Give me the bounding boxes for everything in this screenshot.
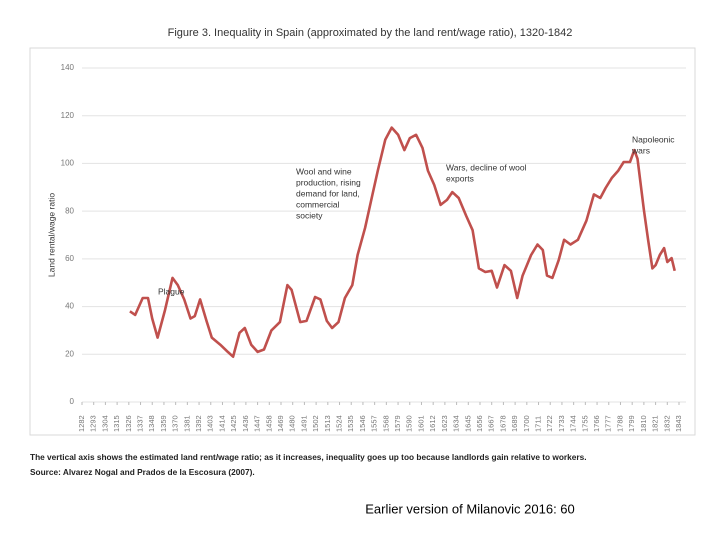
x-tick-label: 1733 [557, 415, 566, 432]
x-tick-label: 1810 [639, 415, 648, 432]
y-axis-label: Land rental/wage ratio [46, 193, 56, 277]
y-tick-label: 20 [65, 349, 74, 358]
x-tick-label: 1612 [428, 415, 437, 432]
x-tick-label: 1326 [124, 415, 133, 432]
x-tick-label: 1645 [463, 415, 472, 432]
x-tick-label: 1766 [592, 415, 601, 432]
x-tick-label: 1821 [651, 415, 660, 432]
x-tick-label: 1414 [217, 415, 226, 432]
x-tick-label: 1337 [136, 415, 145, 432]
x-tick-label: 1535 [346, 415, 355, 432]
y-tick-label: 0 [70, 397, 75, 406]
x-tick-label: 1832 [662, 415, 671, 432]
y-tick-label: 40 [65, 302, 74, 311]
x-tick-label: 1656 [475, 415, 484, 432]
x-tick-label: 1293 [89, 415, 98, 432]
chart-title: Figure 3. Inequality in Spain (approxima… [168, 27, 573, 39]
x-tick-label: 1799 [627, 415, 636, 432]
x-tick-label: 1843 [674, 415, 683, 432]
footer: Earlier version of Milanovic 2016: 60 [365, 501, 575, 516]
x-tick-label: 1480 [288, 415, 297, 432]
x-tick-label: 1744 [569, 415, 578, 432]
x-tick-label: 1370 [171, 415, 180, 432]
x-tick-label: 1447 [253, 415, 262, 432]
annotation: Wool and wine [296, 166, 352, 176]
x-tick-label: 1282 [77, 415, 86, 432]
x-tick-label: 1777 [604, 415, 613, 432]
x-tick-label: 1623 [440, 415, 449, 432]
x-tick-label: 1546 [358, 415, 367, 432]
x-tick-label: 1590 [405, 415, 414, 432]
x-tick-label: 1315 [112, 415, 121, 432]
y-tick-label: 80 [65, 206, 74, 215]
annotation: Wars, decline of wool [446, 162, 527, 172]
x-tick-label: 1458 [264, 415, 273, 432]
x-tick-label: 1711 [534, 416, 543, 432]
x-tick-label: 1436 [241, 415, 250, 432]
x-tick-label: 1788 [615, 415, 624, 432]
x-tick-label: 1689 [510, 415, 519, 432]
annotation: Napoleonic [632, 134, 675, 144]
x-tick-label: 1634 [452, 415, 461, 432]
x-tick-label: 1381 [182, 415, 191, 432]
x-tick-label: 1348 [147, 415, 156, 432]
annotation: society [296, 210, 323, 220]
x-tick-label: 1667 [487, 415, 496, 432]
x-tick-label: 1502 [311, 415, 320, 432]
x-tick-label: 1524 [335, 415, 344, 432]
x-tick-label: 1491 [299, 415, 308, 432]
x-tick-label: 1601 [416, 415, 425, 432]
x-tick-label: 1403 [206, 415, 215, 432]
annotation: demand for land, [296, 188, 360, 198]
y-tick-label: 100 [61, 159, 75, 168]
chart-frame [29, 47, 696, 436]
annotation: production, rising [296, 177, 361, 187]
x-tick-label: 1469 [276, 415, 285, 432]
data-line [129, 126, 676, 358]
annotation: Plague [158, 286, 185, 296]
caption-line: Source: Alvarez Nogal and Prados de la E… [30, 467, 255, 477]
annotation: wars [631, 145, 650, 155]
annotation: commercial [296, 199, 340, 209]
x-tick-label: 1722 [545, 415, 554, 432]
x-tick-label: 1359 [159, 415, 168, 432]
x-tick-label: 1304 [100, 415, 109, 432]
x-tick-label: 1678 [498, 415, 507, 432]
y-tick-label: 120 [61, 111, 75, 120]
caption-line: The vertical axis shows the estimated la… [30, 452, 587, 462]
x-tick-label: 1557 [370, 415, 379, 432]
x-tick-label: 1568 [381, 415, 390, 432]
x-tick-label: 1392 [194, 415, 203, 432]
x-tick-label: 1513 [323, 415, 332, 432]
annotation: exports [446, 173, 474, 183]
y-tick-label: 60 [65, 254, 74, 263]
x-tick-label: 1425 [229, 415, 238, 432]
x-tick-label: 1579 [393, 415, 402, 432]
x-tick-label: 1700 [522, 415, 531, 432]
x-tick-label: 1755 [580, 415, 589, 432]
y-tick-label: 140 [61, 63, 75, 72]
